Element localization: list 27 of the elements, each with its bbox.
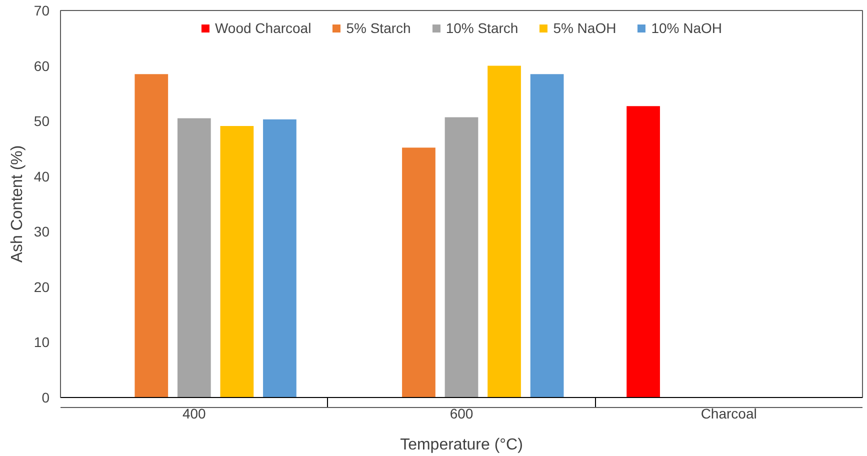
y-tick-label: 50 bbox=[34, 113, 50, 130]
y-tick-label: 0 bbox=[42, 390, 50, 406]
y-tick-label: 10 bbox=[34, 334, 50, 350]
y-axis-title: Ash Content (%) bbox=[8, 145, 26, 263]
y-tick-label: 60 bbox=[34, 58, 50, 74]
bar bbox=[488, 66, 521, 398]
bar bbox=[134, 74, 168, 398]
x-tick-label: 600 bbox=[450, 406, 474, 422]
bar bbox=[177, 118, 211, 398]
y-tick-label: 40 bbox=[34, 168, 50, 184]
legend-label: 10% Starch bbox=[446, 20, 518, 36]
bar bbox=[530, 74, 564, 398]
y-tick-label: 20 bbox=[34, 278, 50, 295]
bar bbox=[444, 117, 478, 398]
bar bbox=[263, 119, 296, 398]
legend-label: 5% NaOH bbox=[553, 20, 616, 36]
legend-label: 5% Starch bbox=[346, 20, 411, 36]
x-axis-title: Temperature (°C) bbox=[400, 436, 523, 454]
x-tick-label: 400 bbox=[182, 406, 206, 422]
x-tick-label: Charcoal bbox=[700, 406, 757, 422]
y-tick-label: 30 bbox=[34, 224, 50, 240]
legend-label: Wood Charcoal bbox=[214, 20, 312, 36]
bar bbox=[626, 106, 660, 398]
bar bbox=[402, 148, 436, 398]
legend-label: 10% NaOH bbox=[651, 20, 722, 36]
bar bbox=[220, 126, 254, 398]
y-tick-label: 70 bbox=[34, 2, 50, 18]
